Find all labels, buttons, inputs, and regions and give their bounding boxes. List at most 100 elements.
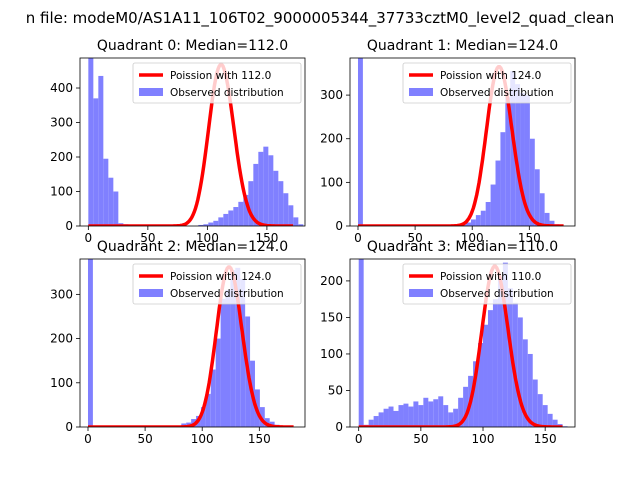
subplot-quadrant-2: 0 50 100 150 0 100 200 300 Quadrant 2: Median=12… — [50, 239, 306, 446]
histogram-bar — [293, 217, 299, 226]
y-tick-label: 300 — [320, 88, 343, 102]
histogram-bar — [433, 399, 439, 427]
y-tick-label: 0 — [65, 420, 73, 434]
histogram-bar — [453, 408, 459, 427]
histogram-bar — [478, 343, 484, 427]
histogram-bar — [552, 419, 558, 427]
histogram-bar — [228, 210, 234, 226]
histogram-bar — [230, 270, 236, 427]
histogram-bar — [505, 97, 511, 226]
histogram-bar — [475, 215, 481, 226]
histogram-bar — [458, 397, 464, 427]
legend-box — [402, 263, 572, 305]
histogram-bar — [438, 396, 444, 427]
y-tick-label: 300 — [50, 287, 73, 301]
histogram-bar — [423, 397, 429, 427]
histogram-bar — [88, 58, 94, 226]
histogram-bar — [547, 413, 553, 427]
x-tick-label: 0 — [84, 432, 92, 446]
histogram-bar — [517, 317, 523, 427]
legend-box — [402, 62, 572, 104]
histogram-bar — [443, 405, 449, 427]
histogram-bar — [213, 220, 219, 226]
histogram-bar — [492, 299, 498, 427]
axes-frame — [349, 57, 576, 227]
histogram-bar — [522, 339, 528, 427]
histogram-bar — [544, 212, 550, 226]
poisson-curve — [88, 62, 294, 226]
legend-label-poisson: Poission with 124.0 — [170, 271, 271, 283]
histogram-bar — [223, 213, 229, 226]
legend-label-observed: Observed distribution — [170, 288, 284, 300]
histogram-bar — [238, 201, 244, 226]
histogram-bar — [283, 193, 289, 226]
x-tick-label: 150 — [248, 432, 271, 446]
y-tick-label: 400 — [50, 81, 73, 95]
histogram-bar — [524, 95, 530, 226]
y-tick-label: 200 — [50, 332, 73, 346]
histogram-bar — [539, 193, 545, 226]
legend: Poission with 112.0 Observed distribution — [132, 62, 302, 104]
histogram-bar — [398, 405, 404, 427]
histogram-bar — [357, 58, 363, 226]
y-tick-label: 100 — [50, 185, 73, 199]
histogram-bar — [87, 259, 93, 427]
histogram-bar — [466, 222, 471, 226]
y-tick-label: 200 — [50, 150, 73, 164]
y-tick-label: 0 — [335, 219, 343, 233]
histogram-bar — [268, 155, 274, 226]
histogram-bar — [288, 205, 294, 226]
histogram-bar — [534, 169, 540, 226]
x-tick-label: 100 — [196, 231, 219, 245]
histogram-bar — [208, 222, 214, 226]
x-tick-label: 100 — [461, 231, 484, 245]
y-tick-label: 200 — [320, 274, 343, 288]
x-tick-label: 50 — [140, 231, 155, 245]
legend-swatch-observed — [139, 289, 163, 297]
histogram-bar — [203, 224, 209, 226]
histogram-bar — [383, 408, 389, 427]
histogram-bar — [263, 146, 269, 226]
legend-label-poisson: Poission with 112.0 — [170, 70, 271, 82]
histogram-bar — [233, 207, 239, 226]
histogram-bar — [512, 302, 518, 427]
legend-swatch-observed — [409, 289, 433, 297]
poisson-curve — [88, 265, 294, 427]
subplot-title: Quadrant 3: Median=110.0 — [367, 239, 558, 255]
legend: Poission with 124.0 Observed distribution — [402, 62, 572, 104]
histogram-bar — [225, 289, 231, 427]
x-tick-label: 150 — [255, 231, 278, 245]
histogram-bar — [470, 219, 476, 226]
histogram-bar — [368, 419, 374, 427]
poisson-curve — [358, 264, 563, 427]
histogram-bar — [235, 267, 241, 427]
histogram-bar — [500, 132, 506, 226]
poisson-curve — [358, 64, 564, 226]
subplot-quadrant-0: 0 50 100 150 0 100 200 300 400 Quadrant 0: Median… — [50, 38, 306, 245]
histogram-bar — [218, 217, 224, 226]
histogram-bar — [269, 421, 275, 427]
histogram-bar — [210, 369, 216, 427]
histogram-bar — [520, 92, 525, 226]
legend-swatch-observed — [409, 88, 433, 96]
histogram-bar — [413, 401, 419, 427]
observed-histogram — [357, 58, 560, 226]
y-tick-label: 100 — [320, 347, 343, 361]
histogram-bar — [485, 202, 491, 226]
y-tick-label: 300 — [50, 116, 73, 130]
subplot-title: Quadrant 1: Median=124.0 — [367, 38, 558, 54]
histogram-bar — [408, 406, 414, 427]
histogram-bar — [200, 407, 206, 427]
histogram-bar — [490, 184, 496, 226]
histogram-bar — [502, 262, 508, 427]
histogram-bar — [220, 298, 226, 427]
subplot-title: Quadrant 2: Median=124.0 — [97, 239, 288, 255]
histogram-bar — [108, 177, 114, 226]
histogram-bar — [473, 361, 479, 427]
subplot-quadrant-3: 0 50 100 150 0 50 100 150 200 Quadrant 3: Median=… — [320, 239, 576, 446]
histogram-bar — [393, 410, 399, 427]
y-tick-label: 0 — [335, 420, 343, 434]
histogram-bar — [403, 403, 409, 427]
histogram-bar — [483, 324, 488, 427]
